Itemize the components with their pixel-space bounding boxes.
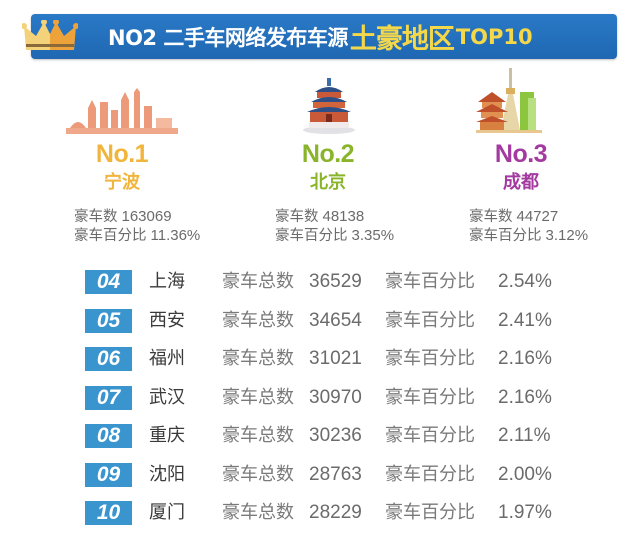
luxury-percent: 豪车百分比 3.12% — [469, 224, 588, 245]
rank-badge: 04 — [85, 270, 132, 294]
luxury-percent: 豪车百分比 3.35% — [275, 224, 394, 245]
rank-label: No.3 — [494, 140, 548, 168]
count-value: 163069 — [121, 208, 172, 225]
pct-label: 豪车百分比 — [385, 425, 475, 446]
count-label: 豪车总数 — [222, 310, 294, 331]
pct-value: 1.97% — [498, 502, 552, 523]
chengdu-pagoda-tower-icon — [476, 68, 542, 133]
pct-label: 豪车百分比 — [275, 228, 348, 244]
count-value: 48138 — [322, 208, 365, 225]
pct-label: 豪车百分比 — [469, 228, 542, 244]
pct-value: 2.54% — [498, 271, 552, 292]
count-value: 30970 — [309, 387, 362, 408]
luxury-count: 豪车数 48138 — [275, 205, 364, 226]
count-label: 豪车总数 — [222, 425, 294, 446]
count-value: 31021 — [309, 348, 362, 369]
city-name: 北京 — [310, 172, 346, 193]
count-label: 豪车总数 — [222, 502, 294, 523]
title-suffix: TOP10 — [455, 24, 533, 49]
table-row: 06 福州 豪车总数 31021 豪车百分比 2.16% — [0, 347, 640, 371]
crown-icon — [22, 20, 78, 50]
city-name: 厦门 — [149, 502, 185, 523]
page-title: NO2 二手车网络发布车源 土豪地区 TOP10 — [108, 14, 533, 59]
city-name: 宁波 — [104, 172, 140, 193]
count-label: 豪车数 — [74, 209, 118, 225]
pct-value: 3.35% — [351, 227, 395, 244]
table-row: 04 上海 豪车总数 36529 豪车百分比 2.54% — [0, 270, 640, 294]
city-name: 武汉 — [149, 387, 185, 408]
table-row: 05 西安 豪车总数 34654 豪车百分比 2.41% — [0, 309, 640, 333]
pct-value: 11.36% — [150, 227, 201, 244]
pct-value: 2.00% — [498, 464, 552, 485]
pct-value: 3.12% — [545, 227, 589, 244]
city-name: 重庆 — [149, 425, 185, 446]
count-value: 28763 — [309, 464, 362, 485]
title-highlight: 土豪地区 — [349, 24, 455, 55]
luxury-count: 豪车数 44727 — [469, 205, 558, 226]
pct-label: 豪车百分比 — [385, 271, 475, 292]
pct-label: 豪车百分比 — [74, 228, 147, 244]
count-value: 44727 — [516, 208, 559, 225]
count-value: 34654 — [309, 310, 362, 331]
title-main: NO2 二手车网络发布车源 — [108, 25, 348, 50]
count-label: 豪车总数 — [222, 348, 294, 369]
rank-label: No.1 — [95, 140, 149, 168]
rank-badge: 08 — [85, 424, 132, 448]
city-name: 福州 — [149, 348, 185, 369]
rank-badge: 05 — [85, 309, 132, 333]
rank-badge: 06 — [85, 347, 132, 371]
pct-value: 2.41% — [498, 310, 552, 331]
pct-label: 豪车百分比 — [385, 387, 475, 408]
luxury-percent: 豪车百分比 11.36% — [74, 224, 200, 245]
temple-of-heaven-icon — [303, 78, 355, 134]
table-row: 10 厦门 豪车总数 28229 豪车百分比 1.97% — [0, 501, 640, 525]
city-name: 西安 — [149, 310, 185, 331]
rank-label: No.2 — [301, 140, 355, 168]
rank-badge: 09 — [85, 463, 132, 487]
city-name: 成都 — [503, 172, 539, 193]
count-label: 豪车总数 — [222, 464, 294, 485]
table-row: 09 沈阳 豪车总数 28763 豪车百分比 2.00% — [0, 463, 640, 487]
count-label: 豪车总数 — [222, 387, 294, 408]
pct-label: 豪车百分比 — [385, 310, 475, 331]
count-label: 豪车数 — [469, 209, 513, 225]
rank-badge: 07 — [85, 386, 132, 410]
city-name: 沈阳 — [149, 464, 185, 485]
pct-value: 2.16% — [498, 348, 552, 369]
rank-badge: 10 — [85, 501, 132, 525]
pct-value: 2.16% — [498, 387, 552, 408]
title-banner — [31, 14, 617, 59]
luxury-count: 豪车数 163069 — [74, 205, 172, 226]
pct-label: 豪车百分比 — [385, 464, 475, 485]
count-value: 28229 — [309, 502, 362, 523]
ningbo-skyline-icon — [66, 88, 178, 134]
pct-label: 豪车百分比 — [385, 502, 475, 523]
table-row: 07 武汉 豪车总数 30970 豪车百分比 2.16% — [0, 386, 640, 410]
count-label: 豪车数 — [275, 209, 319, 225]
pct-label: 豪车百分比 — [385, 348, 475, 369]
pct-value: 2.11% — [498, 425, 551, 446]
city-name: 上海 — [149, 271, 185, 292]
table-row: 08 重庆 豪车总数 30236 豪车百分比 2.11% — [0, 424, 640, 448]
count-label: 豪车总数 — [222, 271, 294, 292]
count-value: 36529 — [309, 271, 362, 292]
count-value: 30236 — [309, 425, 362, 446]
